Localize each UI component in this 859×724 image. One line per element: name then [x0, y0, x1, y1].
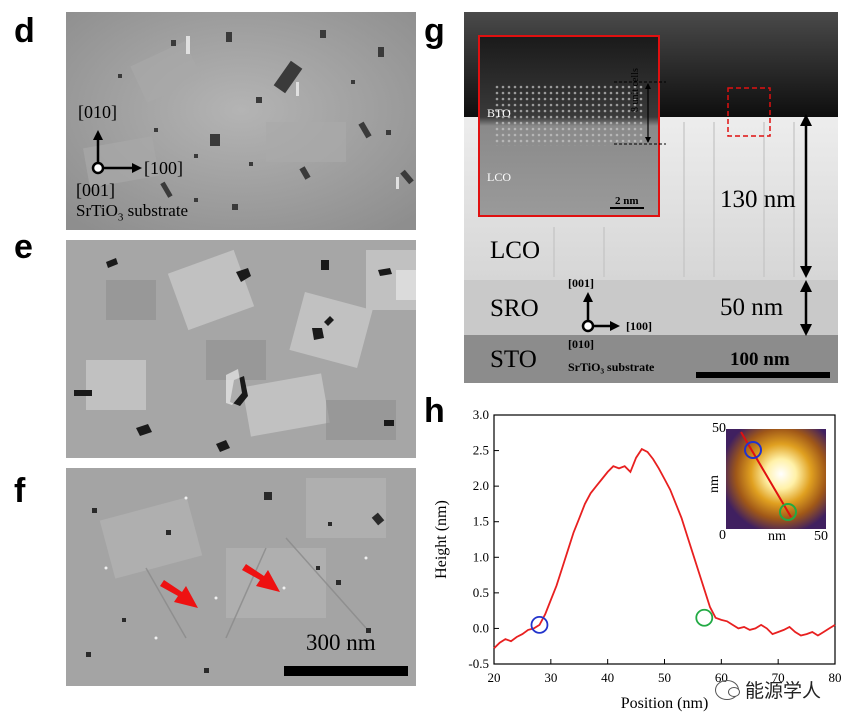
tem-image-g	[464, 12, 838, 383]
axis-label-100-d: [100]	[144, 158, 183, 178]
afm-inset-xmin: 0	[719, 528, 726, 543]
panel-label-h: h	[424, 392, 445, 430]
y-tick-label: 1.5	[473, 514, 489, 529]
scalebar-label-g: 100 nm	[730, 349, 790, 370]
y-axis-label: Height (nm)	[433, 500, 450, 579]
inset-scalebar-label: 2 nm	[615, 195, 639, 207]
axis-label-001-d: [001]	[76, 180, 115, 200]
thickness-label-50: 50 nm	[720, 294, 784, 321]
y-tick-label: 0.0	[473, 620, 489, 635]
axis-label-100-g: [100]	[626, 319, 652, 333]
sem-image-e	[66, 240, 416, 458]
height-profile-chart: 20 30 40 50 60 70 80-0.50.00.51.01.52.02.53.0P…	[433, 407, 842, 712]
layer-label-sto: STO	[490, 346, 537, 373]
panel-label-e: e	[14, 228, 33, 266]
afm-inset-ylabel: nm	[706, 475, 722, 493]
afm-inset	[726, 429, 826, 529]
x-axis-label: Position (nm)	[621, 695, 709, 712]
y-tick-label: 1.0	[473, 549, 489, 564]
y-tick-label: 3.0	[473, 407, 489, 422]
wechat-icon	[715, 679, 740, 700]
series-line-profile	[493, 447, 836, 649]
axis-label-001-g: [001]	[568, 276, 594, 290]
x-tick-label: 70	[772, 670, 785, 685]
x-tick-label: 50	[658, 670, 671, 685]
layer-label-lco: LCO	[490, 237, 540, 264]
sem-image-d	[66, 12, 416, 230]
panel-label-d: d	[14, 12, 35, 50]
panel-label-f: f	[14, 472, 26, 510]
thickness-label-130: 130 nm	[720, 186, 796, 213]
afm-inset-xlabel: nm	[768, 529, 786, 544]
substrate-label-d: SrTiO3 substrate	[76, 201, 189, 224]
x-tick-label: 30	[544, 670, 557, 685]
endpoint-marker-2	[695, 608, 714, 627]
inset-label-bto: BTO	[487, 106, 511, 120]
x-tick-label: 80	[829, 670, 842, 685]
layer-label-sro: SRO	[490, 295, 539, 322]
watermark-text: 能源学人	[745, 680, 822, 702]
y-tick-label: 2.0	[473, 478, 489, 493]
scalebar-label-f: 300 nm	[306, 630, 376, 655]
watermark: 能源学人	[715, 676, 821, 703]
axis-label-010-d: [010]	[78, 102, 117, 122]
x-tick-label: 20	[488, 670, 501, 685]
sem-image-f	[66, 468, 416, 686]
afm-inset-xmax: 50	[814, 529, 828, 544]
y-tick-label: -0.5	[468, 656, 489, 671]
endpoint-marker-1	[530, 615, 549, 634]
y-tick-label: 0.5	[473, 585, 489, 600]
inset-label-lco: LCO	[487, 170, 511, 184]
substrate-label-g: SrTiO₃ substrate	[568, 360, 655, 374]
inset-bracket-label: 8 unit cells	[630, 68, 641, 112]
y-tick-label: 2.5	[473, 443, 489, 458]
panel-label-g: g	[424, 12, 445, 50]
axis-label-010-g: [010]	[568, 337, 594, 351]
afm-inset-ymax: 50	[712, 421, 726, 436]
x-tick-label: 40	[601, 670, 614, 685]
axis-indicator-d	[72, 98, 222, 198]
